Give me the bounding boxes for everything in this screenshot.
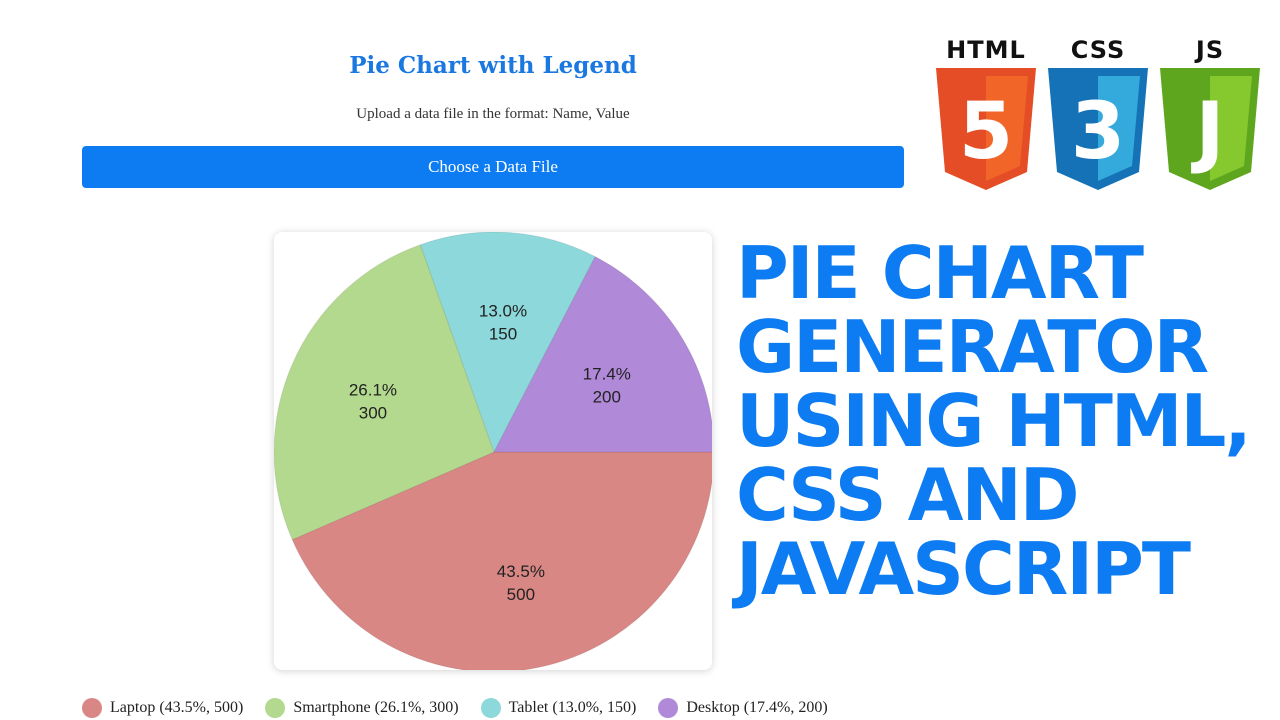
headline-line: JAVASCRIPT xyxy=(736,527,1191,611)
tech-badges: HTML 5 CSS 3 JS J xyxy=(934,36,1270,196)
js-badge: JS J xyxy=(1158,36,1262,196)
legend-swatch xyxy=(265,698,286,718)
legend-item-laptop: Laptop (43.5%, 500) xyxy=(82,698,243,718)
slice-value: 500 xyxy=(507,585,535,604)
badge-label: HTML xyxy=(946,36,1026,64)
legend-swatch xyxy=(658,698,679,718)
svg-text:5: 5 xyxy=(959,87,1013,177)
pie-slice-tablet xyxy=(419,232,596,454)
slice-label-smartphone: 26.1% 300 xyxy=(349,380,397,422)
page-title: Pie Chart with Legend xyxy=(349,52,637,79)
legend-label: Tablet (13.0%, 150) xyxy=(508,699,637,716)
legend-item-smartphone: Smartphone (26.1%, 300) xyxy=(265,698,459,718)
legend-item-tablet: Tablet (13.0%, 150) xyxy=(480,698,637,718)
choose-file-button[interactable]: Choose a Data File xyxy=(82,146,904,188)
pie-slice-laptop xyxy=(291,451,712,670)
slice-percent: 26.1% xyxy=(349,380,397,399)
headline-line: GENERATOR xyxy=(736,305,1209,389)
slice-value: 300 xyxy=(359,403,387,422)
headline-line: PIE CHART xyxy=(736,231,1144,315)
badge-label: CSS xyxy=(1070,36,1126,64)
css3-icon: 3 xyxy=(1048,68,1148,190)
svg-text:3: 3 xyxy=(1071,87,1125,177)
chart-legend: Laptop (43.5%, 500) Smartphone (26.1%, 30… xyxy=(82,698,850,718)
upload-instructions: Upload a data file in the format: Name, … xyxy=(356,106,630,122)
slice-percent: 43.5% xyxy=(497,562,545,581)
slice-label-tablet: 13.0% 150 xyxy=(479,301,527,343)
slice-value: 150 xyxy=(489,324,517,343)
pie-chart: 43.5% 500 26.1% 300 13.0% 150 17.4% 200 xyxy=(274,232,712,670)
headline: PIE CHART GENERATOR USING HTML, CSS AND JAVA… xyxy=(736,236,1276,606)
headline-line: USING HTML, xyxy=(736,379,1252,463)
legend-label: Desktop (17.4%, 200) xyxy=(686,699,828,716)
html5-icon: 5 xyxy=(936,68,1036,190)
legend-item-desktop: Desktop (17.4%, 200) xyxy=(658,698,828,718)
headline-line: CSS AND xyxy=(736,453,1079,537)
pie-slice-desktop xyxy=(493,255,712,453)
pie-slice-smartphone xyxy=(274,244,495,541)
slice-label-laptop: 43.5% 500 xyxy=(497,562,545,604)
pie-chart-card: 43.5% 500 26.1% 300 13.0% 150 17.4% 200 xyxy=(274,232,712,670)
legend-label: Laptop (43.5%, 500) xyxy=(110,699,244,716)
slice-percent: 13.0% xyxy=(479,301,527,320)
slice-label-desktop: 17.4% 200 xyxy=(583,364,631,406)
legend-label: Smartphone (26.1%, 300) xyxy=(293,699,459,716)
html-badge: HTML 5 xyxy=(934,36,1038,196)
css-badge: CSS 3 xyxy=(1046,36,1150,196)
badge-label: JS xyxy=(1195,36,1225,64)
slice-value: 200 xyxy=(593,387,621,406)
svg-text:J: J xyxy=(1190,87,1224,177)
legend-swatch xyxy=(480,698,501,718)
legend-swatch xyxy=(82,698,102,718)
slice-percent: 17.4% xyxy=(583,364,631,383)
js-icon: J xyxy=(1160,68,1260,190)
